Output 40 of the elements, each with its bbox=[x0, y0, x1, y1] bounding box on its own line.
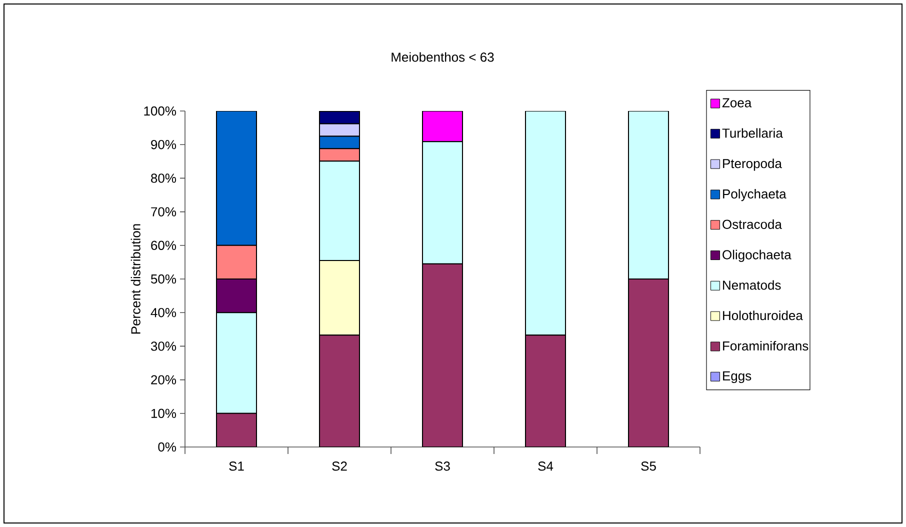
y-tick-label: 0% bbox=[158, 442, 176, 452]
legend-label: Foraminiforans bbox=[723, 341, 808, 351]
legend-label: Turbellaria bbox=[722, 128, 783, 138]
x-tick-label: S4 bbox=[538, 462, 554, 471]
y-axis-title: Percent distribution bbox=[130, 224, 140, 334]
bar bbox=[422, 141, 464, 264]
bar bbox=[216, 412, 257, 447]
bar bbox=[422, 263, 464, 447]
legend-label: Zoea bbox=[722, 98, 752, 108]
bar bbox=[319, 136, 360, 150]
bar bbox=[216, 312, 257, 414]
y-tick-label: 80% bbox=[151, 174, 176, 183]
y-tick-label: 30% bbox=[150, 342, 176, 351]
legend-label: Holothuroidea bbox=[723, 310, 803, 320]
y-tick-label: 40% bbox=[150, 308, 176, 318]
legend-label: Oligochaeta bbox=[722, 250, 792, 262]
y-tick-label: 70% bbox=[151, 207, 176, 216]
legend-label: Polychaeta bbox=[723, 189, 786, 202]
bar bbox=[319, 334, 360, 447]
legend-label: Eggs bbox=[723, 371, 752, 384]
x-tick-label: S1 bbox=[229, 462, 244, 471]
bar bbox=[216, 110, 257, 246]
legend-label: Pteropoda bbox=[723, 158, 782, 171]
bar bbox=[319, 160, 360, 262]
bar bbox=[525, 110, 566, 336]
chart-title: Meiobenthos < 63 bbox=[392, 52, 494, 62]
legend-label: Ostracoda bbox=[722, 219, 782, 229]
y-tick-label: 90% bbox=[151, 140, 176, 150]
bar bbox=[525, 334, 566, 447]
y-tick-label: 100% bbox=[144, 106, 176, 116]
y-tick-label: 60% bbox=[151, 240, 176, 250]
x-tick-label: S3 bbox=[435, 462, 450, 471]
x-tick-label: S5 bbox=[641, 462, 656, 471]
y-tick-label: 50% bbox=[150, 274, 176, 284]
bar bbox=[628, 110, 670, 280]
x-tick-label: S2 bbox=[332, 462, 347, 471]
y-tick-label: 20% bbox=[151, 375, 176, 384]
y-tick-label: 10% bbox=[151, 408, 176, 418]
bar bbox=[628, 278, 670, 447]
legend-label: Nematods bbox=[723, 280, 781, 290]
